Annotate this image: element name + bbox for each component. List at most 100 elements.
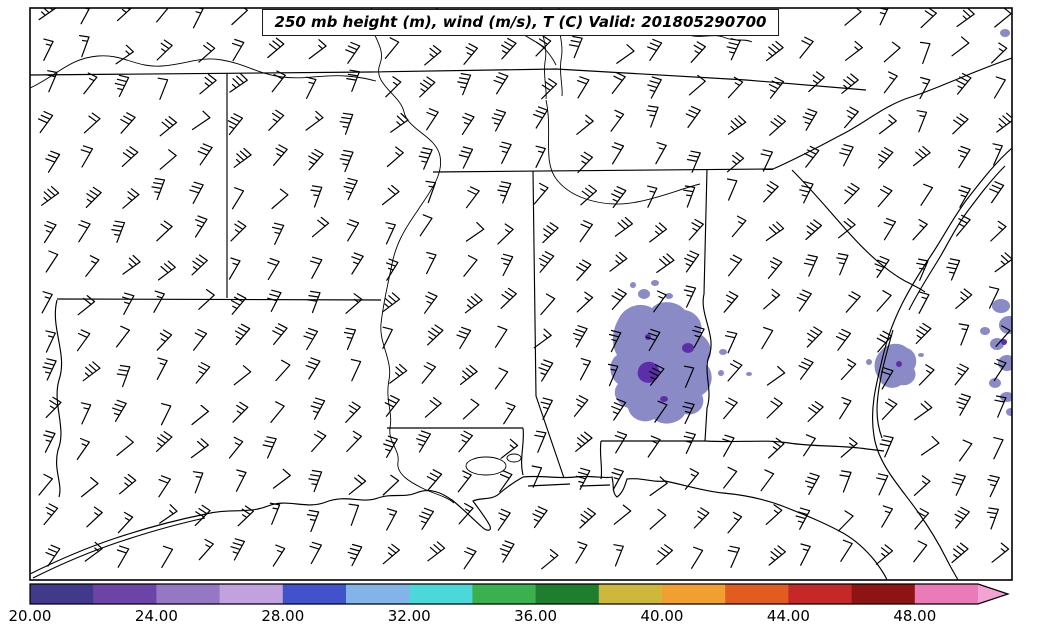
wind-barb bbox=[916, 110, 928, 133]
wind-barb bbox=[117, 511, 134, 534]
wind-barb bbox=[727, 359, 743, 382]
wind-barb bbox=[122, 254, 141, 275]
wind-barb bbox=[575, 541, 588, 564]
wind-barb bbox=[115, 44, 134, 65]
wind-barb bbox=[306, 290, 321, 314]
wind-barb bbox=[576, 259, 592, 281]
wind-barb bbox=[76, 437, 90, 460]
wind-barb bbox=[611, 288, 627, 310]
wind-barb bbox=[114, 74, 130, 97]
wind-barb bbox=[457, 470, 472, 493]
wind-barb bbox=[427, 324, 444, 346]
wind-barb bbox=[382, 326, 393, 349]
wind-barb bbox=[844, 106, 859, 129]
wind-barb bbox=[576, 114, 594, 135]
wind-barb bbox=[38, 8, 57, 21]
wind-barb bbox=[611, 186, 627, 209]
river-path bbox=[369, 8, 442, 429]
wind-barb bbox=[994, 395, 1007, 418]
wind-barb bbox=[493, 72, 509, 95]
wind-barb bbox=[883, 71, 898, 94]
wind-barb bbox=[84, 541, 103, 562]
wind-barb bbox=[80, 402, 92, 425]
wind-barb bbox=[43, 38, 54, 61]
wind-barb bbox=[156, 329, 173, 351]
wind-barb bbox=[683, 365, 695, 388]
wind-barb bbox=[538, 359, 554, 382]
wind-barb bbox=[656, 253, 675, 273]
wind-barb bbox=[426, 108, 439, 131]
river-path bbox=[685, 33, 753, 43]
wind-barb bbox=[914, 400, 933, 421]
wind-barb bbox=[653, 290, 667, 313]
wind-barb bbox=[345, 41, 361, 64]
wind-barb bbox=[573, 395, 589, 417]
lake bbox=[506, 453, 522, 463]
shaded-region bbox=[896, 361, 902, 367]
wind-barb bbox=[727, 545, 740, 568]
wind-barb bbox=[310, 397, 326, 420]
wind-barb bbox=[38, 473, 53, 496]
wind-barb bbox=[465, 186, 480, 209]
wind-barb bbox=[840, 437, 858, 458]
wind-barb bbox=[839, 470, 852, 493]
shaded-region bbox=[1001, 339, 1007, 345]
wind-barb bbox=[45, 70, 58, 93]
wind-barb bbox=[424, 397, 442, 418]
wind-barb bbox=[542, 222, 559, 244]
wind-barb bbox=[956, 8, 975, 27]
shaded-region bbox=[866, 359, 872, 365]
wind-barb bbox=[532, 506, 548, 529]
wind-barb bbox=[803, 254, 818, 277]
wind-barb bbox=[195, 362, 211, 384]
wind-barb bbox=[272, 544, 286, 567]
shaded-region bbox=[992, 299, 1010, 313]
wind-barb bbox=[390, 112, 409, 133]
wind-barb bbox=[919, 76, 931, 100]
wind-barb bbox=[845, 291, 861, 313]
wind-barb bbox=[722, 434, 735, 457]
wind-barb bbox=[993, 359, 1007, 382]
wind-barb bbox=[879, 114, 897, 135]
wind-barb bbox=[156, 357, 168, 380]
colorbar-segment bbox=[662, 584, 726, 604]
wind-barb bbox=[958, 145, 971, 169]
shaded-region bbox=[630, 282, 636, 288]
wind-barb bbox=[386, 258, 399, 281]
map-frame bbox=[29, 7, 1013, 581]
wind-barb bbox=[723, 291, 739, 313]
wind-barb bbox=[389, 363, 408, 384]
wind-barb bbox=[81, 476, 99, 498]
wind-barb bbox=[117, 8, 133, 22]
wind-barb bbox=[308, 469, 323, 493]
wind-barb bbox=[456, 326, 472, 350]
colorbar-segment bbox=[282, 584, 347, 604]
shaded-region bbox=[638, 289, 650, 299]
wind-barb bbox=[385, 76, 402, 98]
wind-barb bbox=[343, 177, 358, 201]
wind-barb bbox=[580, 184, 598, 206]
wind-barb bbox=[458, 146, 474, 169]
wind-barb bbox=[112, 399, 127, 422]
wind-barb bbox=[992, 143, 1003, 166]
wind-barb bbox=[426, 469, 443, 491]
shaded-region bbox=[660, 396, 668, 402]
wind-barb bbox=[727, 115, 747, 135]
wind-barb bbox=[268, 109, 285, 131]
wind-barb bbox=[83, 112, 101, 134]
wind-barb bbox=[346, 219, 360, 242]
wind-barb bbox=[83, 72, 98, 95]
wind-barb bbox=[385, 222, 396, 245]
wind-barb bbox=[611, 398, 627, 421]
river-path bbox=[30, 55, 377, 89]
wind-barb bbox=[876, 473, 889, 496]
shaded-region bbox=[719, 349, 727, 355]
colorbar-segment bbox=[346, 584, 410, 604]
wind-barb bbox=[424, 45, 442, 66]
wind-barb bbox=[270, 401, 285, 423]
wind-barb bbox=[647, 76, 662, 99]
wind-barb bbox=[462, 398, 480, 420]
wind-barb bbox=[579, 220, 593, 243]
wind-barb-layer bbox=[38, 8, 1012, 570]
wind-barb bbox=[427, 541, 446, 562]
